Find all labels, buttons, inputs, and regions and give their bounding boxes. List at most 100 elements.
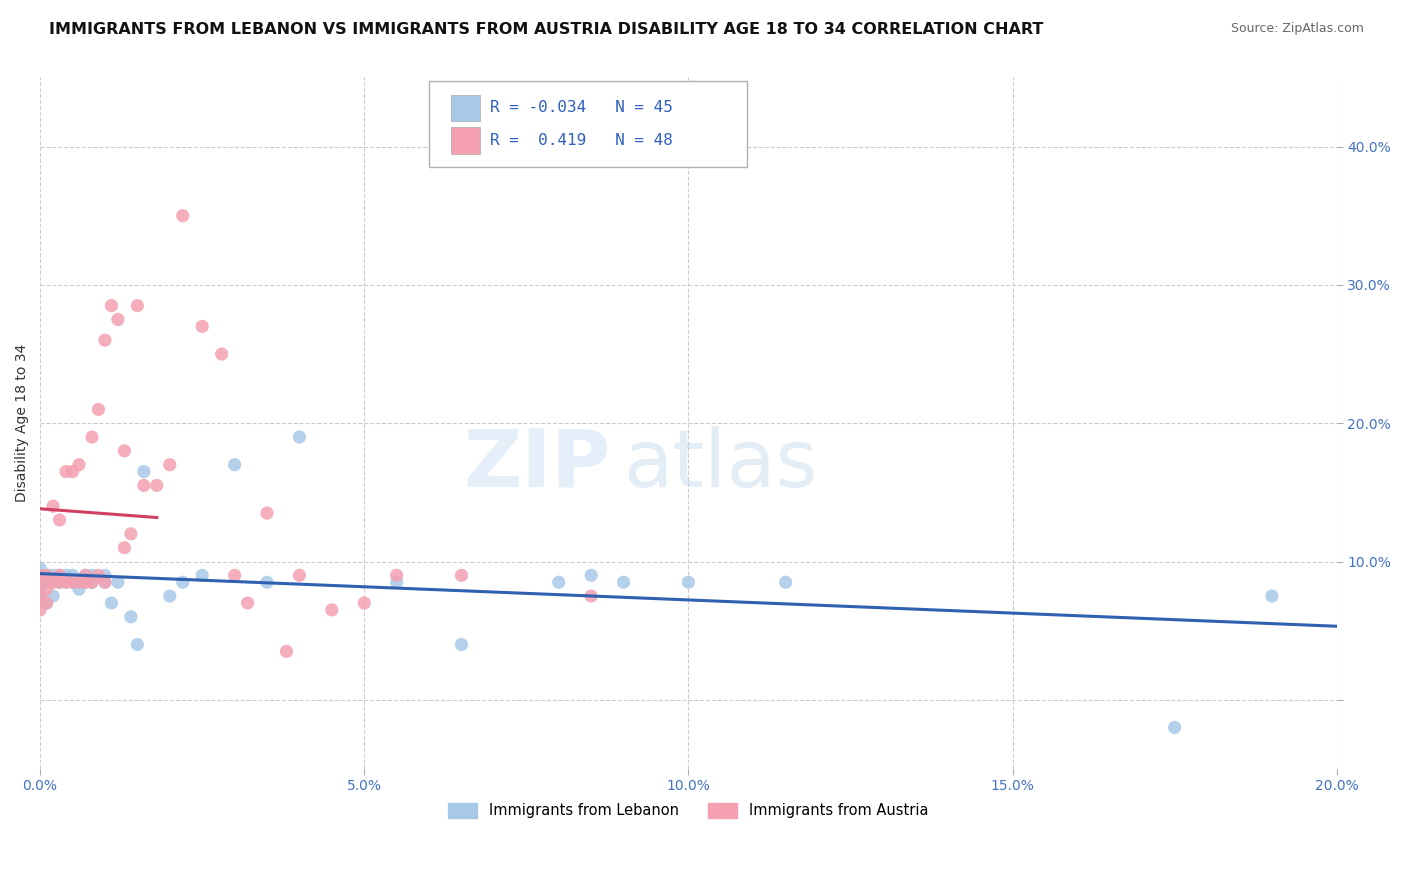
Point [42, 575, 65, 590]
Point [67, 575, 90, 590]
Text: ZIP: ZIP [464, 425, 610, 504]
Point [55, 465, 77, 479]
Point [1261, 589, 1284, 603]
Point [75, 575, 97, 590]
Point [94, 333, 117, 347]
Point [94, 568, 117, 582]
Point [55, 575, 77, 590]
Point [276, 644, 298, 658]
Point [48, 568, 70, 582]
Point [256, 575, 278, 590]
Point [30, 575, 52, 590]
Point [30, 589, 52, 603]
Text: IMMIGRANTS FROM LEBANON VS IMMIGRANTS FROM AUSTRIA DISABILITY AGE 18 TO 34 CORRE: IMMIGRANTS FROM LEBANON VS IMMIGRANTS FR… [49, 22, 1043, 37]
Point [62, 575, 84, 590]
Point [224, 568, 246, 582]
Point [107, 312, 129, 326]
Point [579, 568, 602, 582]
Point [30, 589, 52, 603]
Point [62, 465, 84, 479]
Point [67, 575, 90, 590]
Point [112, 443, 135, 458]
Point [80, 575, 103, 590]
Point [236, 596, 259, 610]
Point [132, 465, 155, 479]
Point [775, 575, 797, 590]
Point [172, 575, 194, 590]
Point [35, 575, 58, 590]
FancyBboxPatch shape [451, 95, 479, 121]
Point [62, 568, 84, 582]
Point [42, 589, 65, 603]
Point [107, 575, 129, 590]
Point [30, 568, 52, 582]
Point [87, 568, 110, 582]
Point [224, 458, 246, 472]
Point [30, 575, 52, 590]
Point [55, 568, 77, 582]
Point [172, 209, 194, 223]
Text: Source: ZipAtlas.com: Source: ZipAtlas.com [1230, 22, 1364, 36]
Point [353, 596, 375, 610]
Point [80, 430, 103, 444]
Point [100, 299, 122, 313]
Point [75, 575, 97, 590]
Point [48, 513, 70, 527]
Point [48, 575, 70, 590]
Point [127, 638, 149, 652]
Point [30, 603, 52, 617]
Point [385, 568, 408, 582]
Point [112, 541, 135, 555]
Point [62, 575, 84, 590]
Point [48, 575, 70, 590]
Point [42, 499, 65, 513]
Point [191, 319, 214, 334]
Point [321, 603, 343, 617]
FancyBboxPatch shape [451, 128, 479, 153]
Point [288, 568, 311, 582]
Point [48, 568, 70, 582]
Point [159, 458, 181, 472]
Point [613, 575, 636, 590]
Point [94, 575, 117, 590]
Point [80, 575, 103, 590]
Point [132, 478, 155, 492]
Point [100, 596, 122, 610]
Point [579, 589, 602, 603]
Point [35, 596, 58, 610]
Legend: Immigrants from Lebanon, Immigrants from Austria: Immigrants from Lebanon, Immigrants from… [443, 797, 935, 824]
Point [67, 582, 90, 596]
Point [75, 568, 97, 582]
Point [385, 575, 408, 590]
Point [94, 575, 117, 590]
Point [75, 568, 97, 582]
Text: R = -0.034   N = 45: R = -0.034 N = 45 [491, 101, 673, 115]
Point [120, 526, 142, 541]
Point [42, 568, 65, 582]
Point [35, 568, 58, 582]
Point [120, 610, 142, 624]
Point [80, 568, 103, 582]
Point [191, 568, 214, 582]
Point [450, 568, 472, 582]
Point [678, 575, 700, 590]
Text: atlas: atlas [624, 425, 818, 504]
Point [67, 458, 90, 472]
Point [35, 568, 58, 582]
Y-axis label: Disability Age 18 to 34: Disability Age 18 to 34 [15, 344, 30, 502]
Point [1163, 721, 1185, 735]
Point [127, 299, 149, 313]
Point [547, 575, 569, 590]
Point [87, 402, 110, 417]
Point [211, 347, 233, 361]
Text: R =  0.419   N = 48: R = 0.419 N = 48 [491, 133, 673, 148]
Point [35, 596, 58, 610]
Point [30, 582, 52, 596]
Point [55, 575, 77, 590]
FancyBboxPatch shape [429, 81, 747, 168]
Point [35, 582, 58, 596]
Point [288, 430, 311, 444]
Point [146, 478, 169, 492]
Point [256, 506, 278, 520]
Point [30, 568, 52, 582]
